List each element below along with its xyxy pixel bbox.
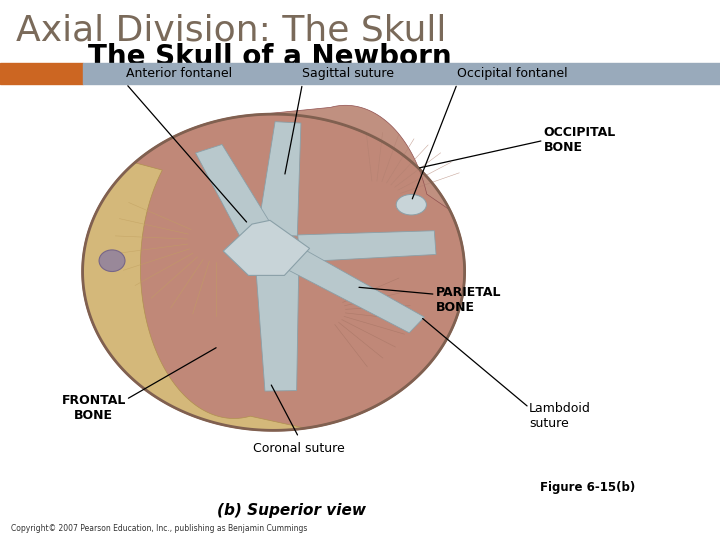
Text: OCCIPITAL
BONE: OCCIPITAL BONE [544,126,616,154]
Ellipse shape [396,194,426,215]
Text: PARIETAL
BONE: PARIETAL BONE [436,286,501,314]
Polygon shape [298,231,436,262]
Polygon shape [83,114,464,430]
Text: Coronal suture: Coronal suture [253,442,345,455]
Text: FRONTAL
BONE: FRONTAL BONE [61,394,126,422]
Text: (b) Superior view: (b) Superior view [217,503,366,518]
Text: Sagittal suture: Sagittal suture [302,67,395,80]
Bar [83,63,497,84]
Polygon shape [223,220,310,275]
Polygon shape [257,122,301,236]
Text: Figure 6-15(b): Figure 6-15(b) [540,481,635,494]
Polygon shape [286,249,424,333]
Text: Occipital fontanel: Occipital fontanel [457,67,568,80]
Text: Anterior fontanel: Anterior fontanel [126,67,232,80]
Text: Copyright© 2007 Pearson Education, Inc., publishing as Benjamin Cummings: Copyright© 2007 Pearson Education, Inc.,… [11,524,307,533]
Text: The Skull of a Newborn: The Skull of a Newborn [88,43,452,71]
Bar [497,63,720,84]
Bar [0,63,83,84]
Polygon shape [256,264,299,391]
Polygon shape [244,105,450,210]
Text: Lambdoid
suture: Lambdoid suture [529,402,591,430]
Polygon shape [196,145,279,248]
Polygon shape [83,163,305,430]
Text: Axial Division: The Skull: Axial Division: The Skull [16,14,446,48]
Ellipse shape [99,250,125,272]
